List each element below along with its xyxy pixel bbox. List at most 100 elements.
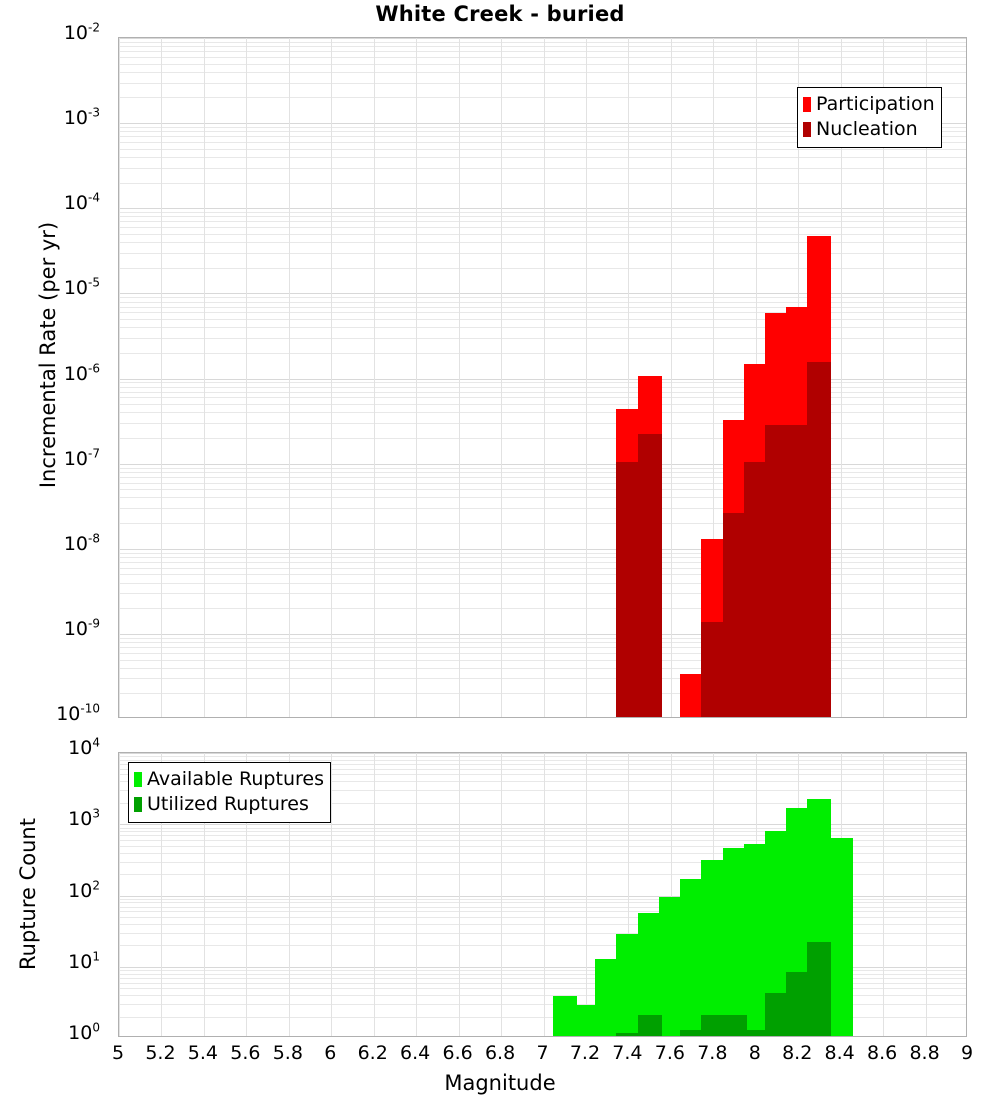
gridline-vertical [416,38,417,717]
legend-label-participation: Participation [816,93,935,115]
y-tick-label: 104 [68,735,100,759]
gridline-horizontal [119,136,966,137]
bar-segment-available-ruptures [829,838,853,1036]
gridline-horizontal [119,227,966,228]
gridline-horizontal [119,803,966,804]
x-tick-label: 6.6 [442,1042,473,1064]
gridline-vertical [628,38,629,717]
gridline-horizontal [119,642,966,643]
x-tick-label: 6 [324,1042,337,1064]
gridline-horizontal [119,753,966,754]
gridline-horizontal [119,790,966,791]
gridline-vertical [841,38,842,717]
participation-swatch-icon [803,97,811,112]
gridline-horizontal [119,127,966,128]
y-tick-label: 103 [68,806,100,831]
available-ruptures-swatch-icon [134,772,142,787]
gridline-horizontal [119,902,966,903]
gridline-horizontal [119,508,966,509]
bar-group [723,753,747,1036]
gridline-horizontal [119,327,966,328]
gridline-horizontal [119,307,966,308]
gridline-horizontal [119,523,966,524]
x-tick-label: 8.6 [866,1042,898,1064]
bottom-panel-gridlines [119,753,966,1036]
gridline-vertical [544,753,545,1036]
bar-segment-available-ruptures [616,934,640,1036]
gridline-horizontal [119,693,966,694]
rupture-count-plot-area: Available Ruptures Utilized Ruptures [118,752,967,1037]
gridline-vertical [331,753,332,1036]
bar-segment-nucleation [723,513,747,717]
bar-group [680,38,704,717]
gridline-horizontal [119,653,966,654]
gridline-horizontal [119,268,966,269]
bar-group [786,38,810,717]
gridline-horizontal [119,896,966,897]
bar-segment-available-ruptures [701,860,725,1036]
x-tick-label: 8.4 [824,1042,855,1064]
gridline-vertical [289,38,290,717]
gridline-horizontal [119,64,966,65]
gridline-horizontal [119,862,966,863]
x-tick-label: 6.8 [484,1042,516,1064]
gridline-horizontal [119,835,966,836]
gridline-vertical [246,38,247,717]
gridline-horizontal [119,933,966,934]
gridline-horizontal [119,472,966,473]
gridline-horizontal [119,97,966,98]
gridline-horizontal [119,297,966,298]
gridline-horizontal [119,907,966,908]
legend-label-utilized-ruptures: Utilized Ruptures [147,793,309,815]
y-tick-label: 102 [68,878,100,902]
gridline-horizontal [119,608,966,609]
gridline-horizontal [119,293,966,294]
gridline-horizontal [119,769,966,770]
x-tick-label: 8.8 [909,1042,940,1064]
bar-group [638,753,662,1036]
gridline-vertical [204,38,205,717]
gridline-vertical [628,753,629,1036]
bar-group [574,753,598,1036]
bar-segment-utilized-ruptures [701,1015,725,1036]
gridline-vertical [119,38,120,717]
y-tick-label: 10-3 [63,105,100,130]
gridline-horizontal [119,242,966,243]
gridline-horizontal [119,924,966,925]
gridline-horizontal [119,828,966,829]
gridline-vertical [926,38,927,717]
bar-group [701,753,725,1036]
x-tick-label: 7.2 [569,1042,601,1064]
gridline-horizontal [119,387,966,388]
incremental-rate-plot-area: Participation Nucleation [118,37,967,718]
legend-label-available-ruptures: Available Ruptures [147,768,324,790]
bar-segment-utilized-ruptures [744,1030,768,1036]
gridline-horizontal [119,824,966,825]
gridline-horizontal [119,234,966,235]
gridline-horizontal [119,46,966,47]
gridline-horizontal [119,468,966,469]
bar-segment-nucleation [616,462,640,717]
bar-group [659,753,683,1036]
gridline-vertical [501,753,502,1036]
gridline-vertical [883,38,884,717]
bar-segment-available-ruptures [680,879,704,1036]
gridline-vertical [204,753,205,1036]
gridline-vertical [459,753,460,1036]
bar-segment-utilized-ruptures [638,1015,662,1036]
x-tick-label: 5.6 [230,1042,261,1064]
top-panel-bars [119,38,966,717]
y-tick-label: 10-8 [63,531,100,555]
gridline-horizontal [119,574,966,575]
gridline-vertical [586,38,587,717]
gridline-horizontal [119,72,966,73]
legend-item-utilized-ruptures: Utilized Ruptures [134,792,324,817]
y-tick-label: 10-2 [63,20,100,44]
bar-segment-utilized-ruptures [616,1033,640,1036]
gridline-horizontal [119,840,966,841]
gridline-horizontal [119,51,966,52]
gridline-horizontal [119,353,966,354]
gridline-vertical [246,753,247,1036]
gridline-horizontal [119,149,966,150]
gridline-vertical [544,38,545,717]
